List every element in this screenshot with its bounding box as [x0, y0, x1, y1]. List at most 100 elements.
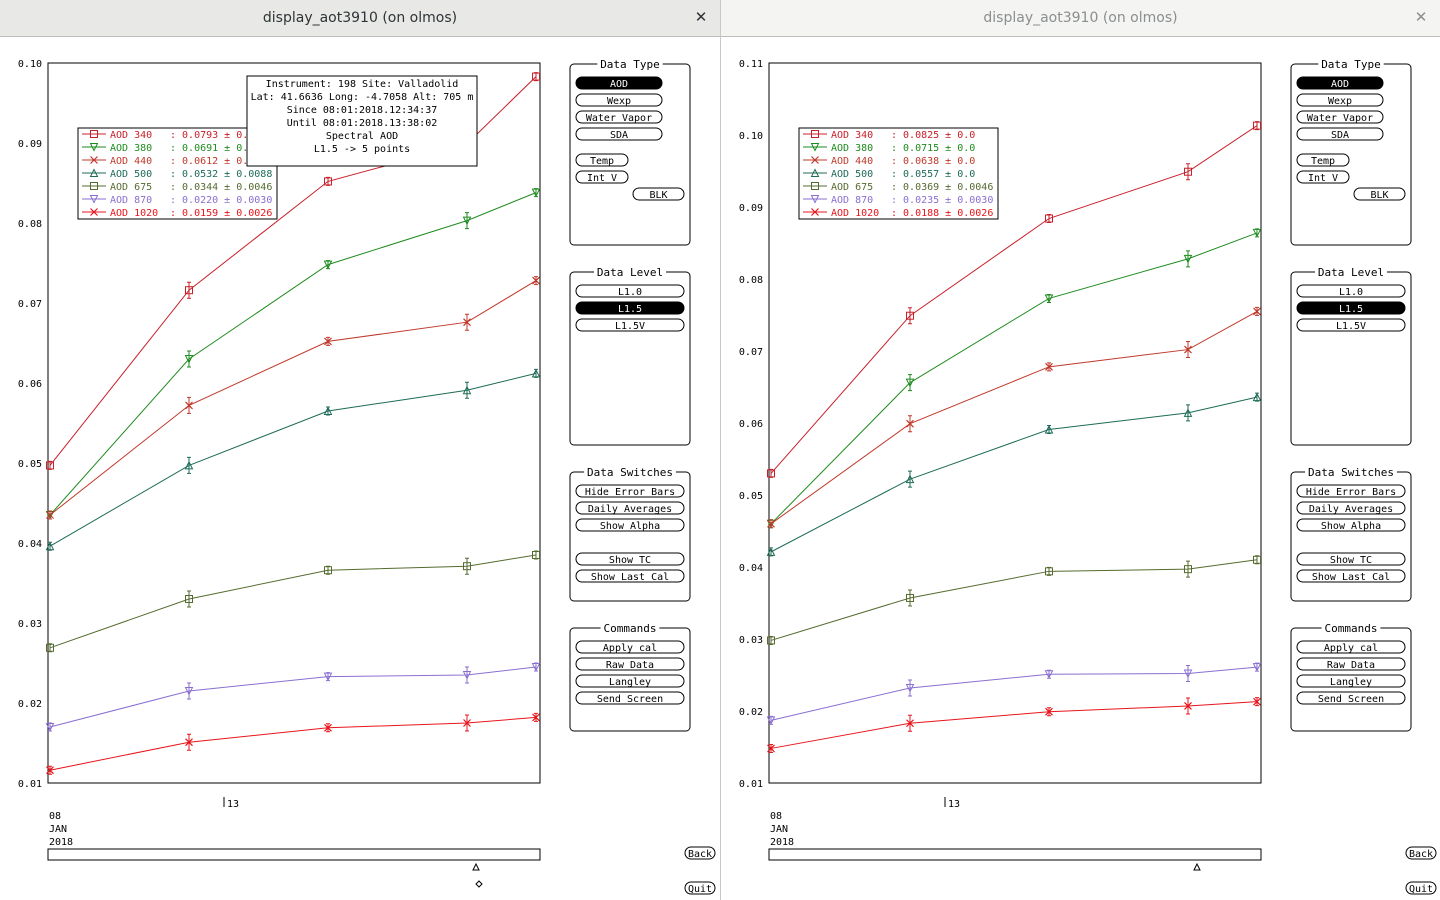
panel-title-bg — [600, 621, 660, 633]
button-apply-cal[interactable]: Apply cal — [575, 640, 685, 654]
button-frame — [1296, 153, 1350, 167]
data-point — [46, 766, 54, 775]
button-show-alpha[interactable]: Show Alpha — [1296, 518, 1406, 532]
button-wexp[interactable]: Wexp — [575, 93, 663, 107]
panel-title: Data Type — [600, 58, 660, 71]
time-cursor-icon[interactable] — [472, 862, 480, 871]
button-sda[interactable]: SDA — [575, 127, 663, 141]
error-bar — [1186, 163, 1190, 181]
button-send-screen[interactable]: Send Screen — [1296, 691, 1406, 705]
time-scrollbar[interactable] — [768, 848, 1262, 861]
button-raw-data[interactable]: Raw Data — [575, 657, 685, 671]
data-point — [810, 195, 820, 204]
data-point — [462, 385, 472, 395]
titlebar[interactable]: display_aot3910 (on olmos) ✕ — [0, 0, 720, 37]
button-frame — [575, 153, 629, 167]
button-frame — [1296, 301, 1406, 315]
button-hide-error-bars[interactable]: Hide Error Bars — [1296, 484, 1406, 498]
button-label: Apply cal — [1324, 643, 1378, 654]
button-water-vapor[interactable]: Water Vapor — [575, 110, 663, 124]
series-aod-675 — [46, 550, 540, 653]
data-point — [1253, 307, 1261, 316]
titlebar[interactable]: display_aot3910 (on olmos) ✕ — [721, 0, 1440, 37]
data-point — [1183, 408, 1193, 417]
button-level-l10[interactable]: L1.0 — [1296, 284, 1406, 298]
quit-button[interactable]: Quit — [684, 881, 716, 895]
button-wexp[interactable]: Wexp — [1296, 93, 1384, 107]
button-level-l15v[interactable]: L1.5V — [575, 318, 685, 332]
data-point — [1253, 555, 1261, 564]
time-scrollbar[interactable] — [47, 848, 541, 861]
button-temp[interactable]: Temp — [575, 153, 629, 167]
data-point — [532, 276, 540, 285]
error-bar — [465, 381, 469, 399]
button-show-tc[interactable]: Show TC — [575, 552, 685, 566]
data-point — [1253, 121, 1261, 130]
close-icon[interactable]: ✕ — [1414, 8, 1428, 26]
data-point — [45, 723, 55, 732]
button-frame — [575, 569, 685, 583]
button-apply-cal[interactable]: Apply cal — [1296, 640, 1406, 654]
button-int-v[interactable]: Int V — [575, 170, 629, 184]
button-show-alpha[interactable]: Show Alpha — [575, 518, 685, 532]
button-frame — [1296, 518, 1406, 532]
legend-label: AOD 870 — [831, 195, 873, 206]
error-bar — [465, 666, 469, 684]
button-water-vapor[interactable]: Water Vapor — [1296, 110, 1384, 124]
button-frame — [1405, 881, 1437, 895]
button-blk[interactable]: BLK — [1353, 187, 1406, 201]
button-langley[interactable]: Langley — [575, 674, 685, 688]
data-point — [1183, 669, 1193, 679]
button-sda[interactable]: SDA — [1296, 127, 1384, 141]
button-frame — [575, 484, 685, 498]
data-point — [767, 519, 775, 528]
data-point — [531, 663, 541, 672]
data-point — [46, 511, 54, 519]
button-aod[interactable]: AOD — [575, 76, 663, 90]
button-send-screen[interactable]: Send Screen — [575, 691, 685, 705]
quit-button[interactable]: Quit — [1405, 881, 1437, 895]
close-icon[interactable]: ✕ — [694, 8, 708, 26]
button-label: Show TC — [1330, 555, 1372, 566]
button-daily-averages[interactable]: Daily Averages — [575, 501, 685, 515]
legend-item: AOD 500: 0.0557 ± 0.0 — [803, 168, 975, 180]
button-daily-averages[interactable]: Daily Averages — [1296, 501, 1406, 515]
panel-title: Data Level — [597, 266, 663, 279]
button-langley[interactable]: Langley — [1296, 674, 1406, 688]
button-hide-error-bars[interactable]: Hide Error Bars — [575, 484, 685, 498]
button-aod[interactable]: AOD — [1296, 76, 1384, 90]
legend-item: AOD 500: 0.0532 ± 0.0088 — [82, 168, 272, 180]
series-aod-675 — [767, 555, 1261, 645]
date-month: JAN — [49, 824, 67, 835]
button-temp[interactable]: Temp — [1296, 153, 1350, 167]
data-point — [532, 72, 540, 81]
button-show-last-cal[interactable]: Show Last Cal — [575, 569, 685, 583]
panel-title: Commands — [604, 622, 657, 635]
back-button[interactable]: Back — [1405, 846, 1437, 860]
data-point — [185, 401, 193, 410]
legend-frame — [77, 127, 278, 220]
button-show-last-cal[interactable]: Show Last Cal — [1296, 569, 1406, 583]
button-frame — [1296, 640, 1406, 654]
data-point — [323, 406, 333, 415]
data-point — [463, 318, 471, 327]
button-level-l15[interactable]: L1.5 — [1296, 301, 1406, 315]
button-level-l10[interactable]: L1.0 — [575, 284, 685, 298]
button-level-l15[interactable]: L1.5 — [575, 301, 685, 315]
data-point — [1253, 697, 1261, 706]
data-point — [906, 419, 914, 428]
data-point — [89, 168, 99, 177]
button-label: Wexp — [607, 96, 631, 107]
data-point — [532, 713, 540, 722]
window-right: display_aot3910 (on olmos) ✕ 0.11 0.10 0.0… — [720, 0, 1440, 900]
button-show-tc[interactable]: Show TC — [1296, 552, 1406, 566]
legend-item: AOD 440: 0.0638 ± 0.0 — [803, 156, 975, 167]
button-level-l15v[interactable]: L1.5V — [1296, 318, 1406, 332]
time-cursor-icon[interactable] — [1193, 862, 1201, 871]
back-button[interactable]: Back — [684, 846, 716, 860]
data-point — [1045, 214, 1053, 223]
button-blk[interactable]: BLK — [632, 187, 685, 201]
button-raw-data[interactable]: Raw Data — [1296, 657, 1406, 671]
button-frame — [1296, 318, 1406, 332]
button-int-v[interactable]: Int V — [1296, 170, 1350, 184]
